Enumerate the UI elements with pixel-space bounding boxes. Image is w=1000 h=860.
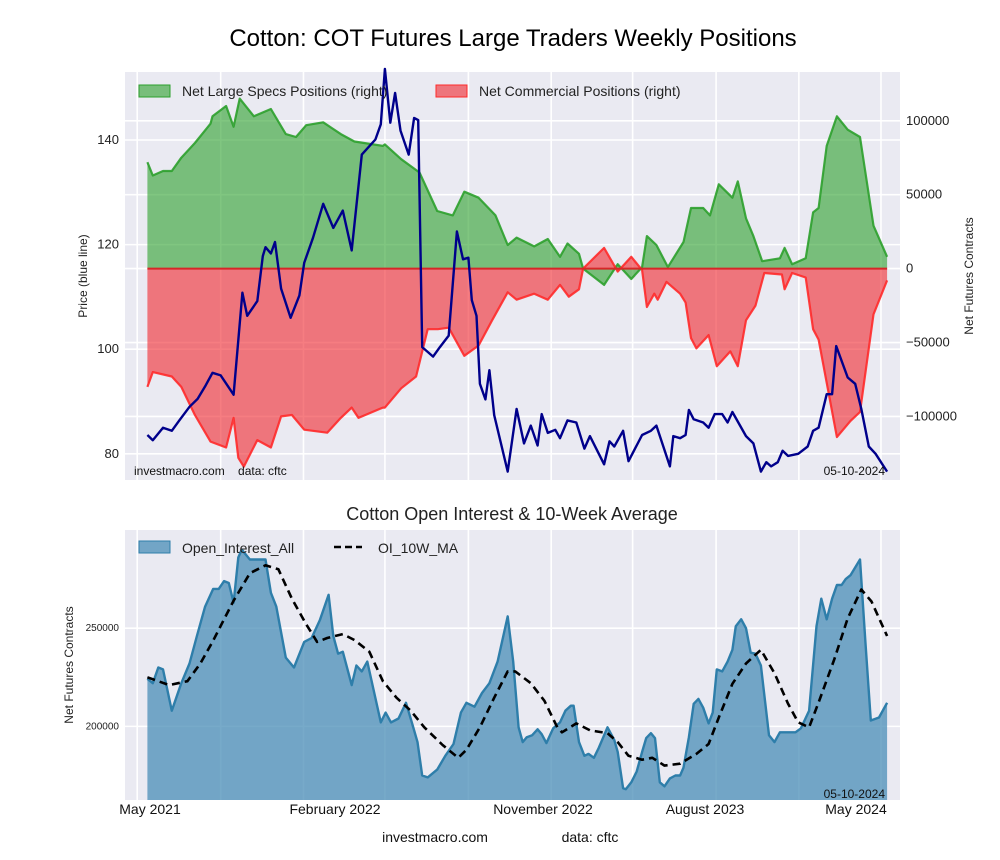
oi-legend[interactable]: Open_Interest_All OI_10W_MA bbox=[138, 540, 459, 556]
date-axis-ticks: May 2021 February 2022 November 2022 August… bbox=[119, 801, 887, 817]
positions-date-annotation: 05-10-2024 bbox=[824, 464, 886, 478]
positions-chart: 80 100 120 140 −100000 −50000 0 50000 100000 Pr… bbox=[76, 67, 976, 480]
price-tick-label: 80 bbox=[105, 446, 119, 461]
main-title: Cotton: COT Futures Large Traders Weekly… bbox=[229, 25, 796, 52]
oi-axis-ticks: 200000 250000 bbox=[86, 623, 120, 732]
legend-label-commercial: Net Commercial Positions (right) bbox=[479, 83, 681, 99]
legend-label-open-interest: Open_Interest_All bbox=[182, 540, 294, 556]
legend-swatch-commercial bbox=[435, 84, 468, 98]
price-axis-label: Price (blue line) bbox=[76, 234, 90, 317]
legend-item-specs[interactable]: Net Large Specs Positions (right) bbox=[138, 83, 387, 99]
oi-tick-label: 250000 bbox=[86, 623, 120, 634]
contracts-tick-label: −100000 bbox=[906, 408, 957, 423]
specs-line bbox=[146, 97, 889, 286]
legend-swatch-specs bbox=[138, 84, 171, 98]
oi-tick-label: 200000 bbox=[86, 721, 120, 732]
contracts-tick-label: 100000 bbox=[906, 113, 949, 128]
positions-legend[interactable]: Net Large Specs Positions (right) Net Co… bbox=[138, 83, 681, 99]
price-axis-ticks: 80 100 120 140 bbox=[97, 132, 119, 461]
open-interest-area bbox=[147, 549, 888, 800]
positions-series bbox=[146, 67, 889, 473]
price-tick-label: 140 bbox=[97, 132, 119, 147]
footer-source: data: cftc bbox=[562, 829, 619, 845]
legend-item-commercial[interactable]: Net Commercial Positions (right) bbox=[435, 83, 681, 99]
legend-label-specs: Net Large Specs Positions (right) bbox=[182, 83, 387, 99]
legend-swatch-open-interest bbox=[138, 540, 171, 554]
date-tick-label: November 2022 bbox=[493, 801, 593, 817]
open-interest-line bbox=[146, 548, 889, 791]
footer-site: investmacro.com bbox=[382, 829, 488, 845]
contracts-axis-ticks: −100000 −50000 0 50000 100000 bbox=[906, 113, 957, 424]
price-line bbox=[146, 67, 889, 473]
contracts-tick-label: 50000 bbox=[906, 187, 942, 202]
oi-moving-average-line bbox=[146, 564, 889, 767]
oi-axis-label: Net Futures Contracts bbox=[62, 606, 76, 723]
price-tick-label: 120 bbox=[97, 237, 119, 252]
oi-chart-title: Cotton Open Interest & 10-Week Average bbox=[346, 504, 678, 524]
contracts-tick-label: −50000 bbox=[906, 335, 950, 350]
contracts-tick-label: 0 bbox=[906, 261, 913, 276]
legend-label-ma: OI_10W_MA bbox=[378, 540, 459, 556]
price-tick-label: 100 bbox=[97, 341, 119, 356]
specs-area bbox=[147, 98, 888, 285]
legend-item-open-interest[interactable]: Open_Interest_All bbox=[138, 540, 294, 556]
contracts-axis-label: Net Futures Contracts bbox=[962, 217, 976, 334]
commercial-line bbox=[146, 246, 889, 468]
date-tick-label: May 2021 bbox=[119, 801, 181, 817]
oi-date-annotation: 05-10-2024 bbox=[824, 787, 886, 801]
date-tick-label: February 2022 bbox=[289, 801, 380, 817]
open-interest-chart: 200000 250000 May 2021 February 2022 Novemb… bbox=[62, 530, 900, 817]
oi-series bbox=[146, 548, 889, 800]
date-tick-label: August 2023 bbox=[666, 801, 745, 817]
commercial-area bbox=[147, 247, 888, 467]
positions-source-annotation: investmacro.com data: cftc bbox=[134, 464, 287, 478]
date-tick-label: May 2024 bbox=[825, 801, 887, 817]
legend-item-ma[interactable]: OI_10W_MA bbox=[334, 540, 459, 556]
